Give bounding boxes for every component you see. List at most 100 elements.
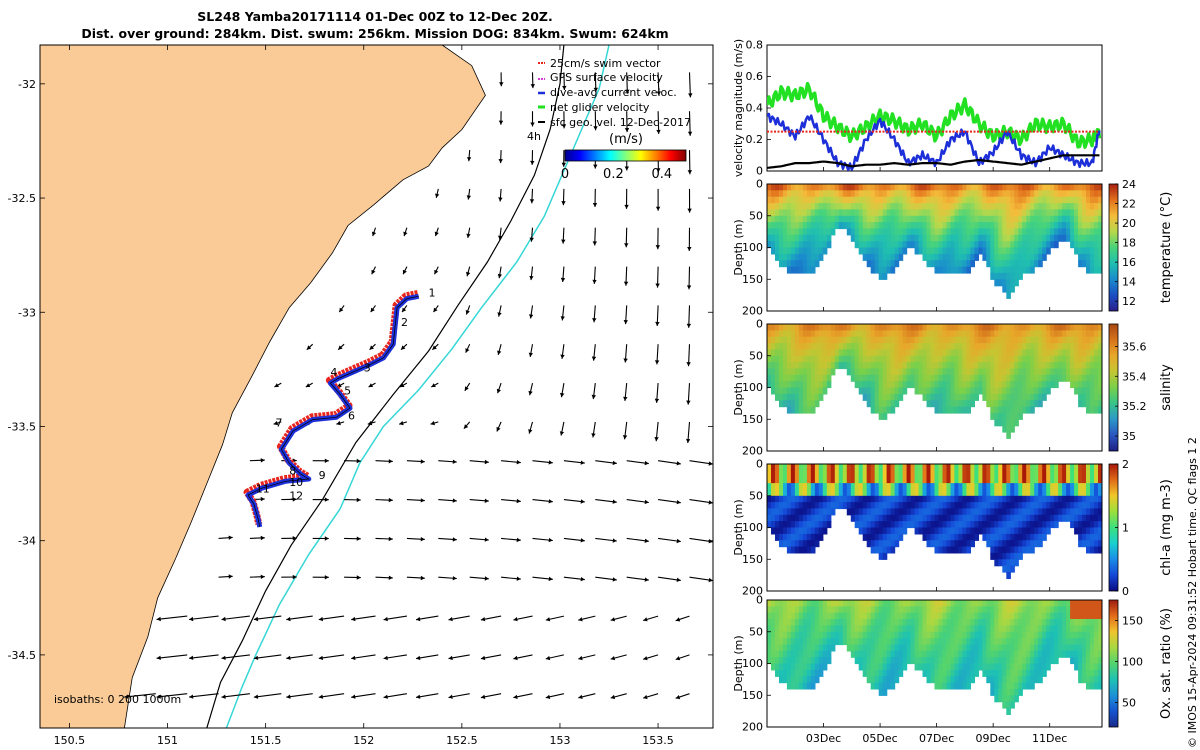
section-cell: [958, 663, 963, 671]
section-cell: [990, 483, 995, 491]
section-cell: [783, 657, 788, 665]
section-cell: [1022, 508, 1027, 516]
section-cell: [810, 663, 816, 671]
section-cell: [1070, 606, 1075, 614]
section-cell: [1078, 476, 1083, 484]
section-cell: [826, 612, 832, 620]
section-cell: [982, 600, 987, 607]
section-cell: [906, 631, 912, 639]
section-cell: [898, 663, 904, 671]
section-cell: [954, 533, 959, 541]
section-cell: [926, 540, 932, 548]
section-cell: [858, 222, 864, 230]
section-cell: [767, 190, 772, 198]
section-cell: [786, 400, 792, 408]
section-cell: [1030, 638, 1035, 646]
section-cell: [906, 209, 912, 217]
section-cell: [866, 650, 872, 658]
section-cell: [946, 184, 952, 191]
section-cell: [954, 476, 959, 484]
section-cell: [810, 253, 816, 261]
section-cell: [850, 476, 856, 484]
section-cell: [918, 330, 924, 338]
section-cell: [986, 540, 991, 548]
section-cell: [767, 476, 772, 484]
section-cell: [1094, 222, 1099, 230]
section-cell: [1098, 393, 1102, 401]
section-cell: [1066, 502, 1071, 510]
section-cell: [938, 222, 944, 230]
section-cell: [1026, 514, 1031, 522]
section-cell: [1050, 521, 1055, 529]
section-cell: [994, 209, 999, 217]
section-cell: [978, 196, 983, 204]
geo-arrow: [286, 654, 313, 659]
section-cell: [974, 489, 979, 497]
section-cell: [1026, 393, 1031, 401]
section-cell: [1038, 349, 1043, 357]
section-cell: [906, 476, 912, 484]
section-cell: [1086, 381, 1091, 389]
section-cell: [1066, 184, 1071, 191]
section-cell: [886, 196, 892, 204]
section-cell: [806, 355, 812, 363]
section-cell: [1014, 203, 1019, 211]
section-cell: [930, 502, 936, 510]
section-cell: [998, 215, 1003, 223]
section-cell: [1058, 368, 1063, 376]
section-cell: [814, 343, 820, 351]
geo-arrow-head: [656, 129, 661, 134]
section-cell: [854, 368, 860, 376]
geo-arrow-head: [516, 460, 521, 465]
section-cell: [1082, 540, 1087, 548]
geo-arrow-head: [156, 655, 161, 660]
section-cell: [806, 253, 812, 261]
section-cell: [922, 247, 928, 255]
section-cell: [894, 234, 900, 242]
section-cell: [767, 209, 772, 217]
section-cell: [998, 644, 1003, 652]
section-cell: [814, 669, 820, 677]
section-cell: [890, 657, 896, 665]
section-cell: [918, 527, 924, 535]
section-ytick-label: 200: [742, 585, 763, 598]
section-cell: [1014, 688, 1019, 696]
geo-arrow-head: [189, 694, 194, 699]
section-cell: [866, 476, 872, 484]
section-cell: [878, 349, 884, 357]
section-cell: [966, 600, 971, 607]
section-cell: [990, 546, 995, 554]
section-cell: [886, 508, 892, 516]
section-cell: [918, 657, 924, 665]
section-cell: [1014, 559, 1019, 567]
section-cell: [906, 606, 912, 614]
geo-arrow-head: [467, 157, 472, 162]
section-cell: [1026, 234, 1031, 242]
section-cell: [771, 196, 776, 204]
section-cell: [1018, 612, 1023, 620]
section-cell: [790, 514, 796, 522]
section-cell: [798, 228, 804, 236]
section-cell: [878, 247, 884, 255]
section-cell: [798, 508, 804, 516]
section-cell: [874, 514, 880, 522]
section-cell: [930, 374, 936, 382]
section-cell: [866, 400, 872, 408]
geo-arrow-head: [612, 538, 617, 543]
section-cell: [970, 228, 975, 236]
section-cell: [926, 222, 932, 230]
geo-arrow-head: [431, 383, 436, 387]
section-cell: [814, 476, 820, 484]
section-cell: [966, 533, 971, 541]
section-cell: [1002, 546, 1007, 554]
section-cell: [910, 234, 916, 242]
section-cell: [1038, 209, 1043, 217]
section-cell: [1066, 514, 1071, 522]
section-cell: [806, 644, 812, 652]
section-cell: [854, 209, 860, 217]
section-cell: [810, 682, 816, 690]
section-cell: [806, 521, 812, 529]
section-cell: [1070, 489, 1075, 497]
section-cell: [962, 253, 967, 261]
section-cell: [802, 612, 808, 620]
